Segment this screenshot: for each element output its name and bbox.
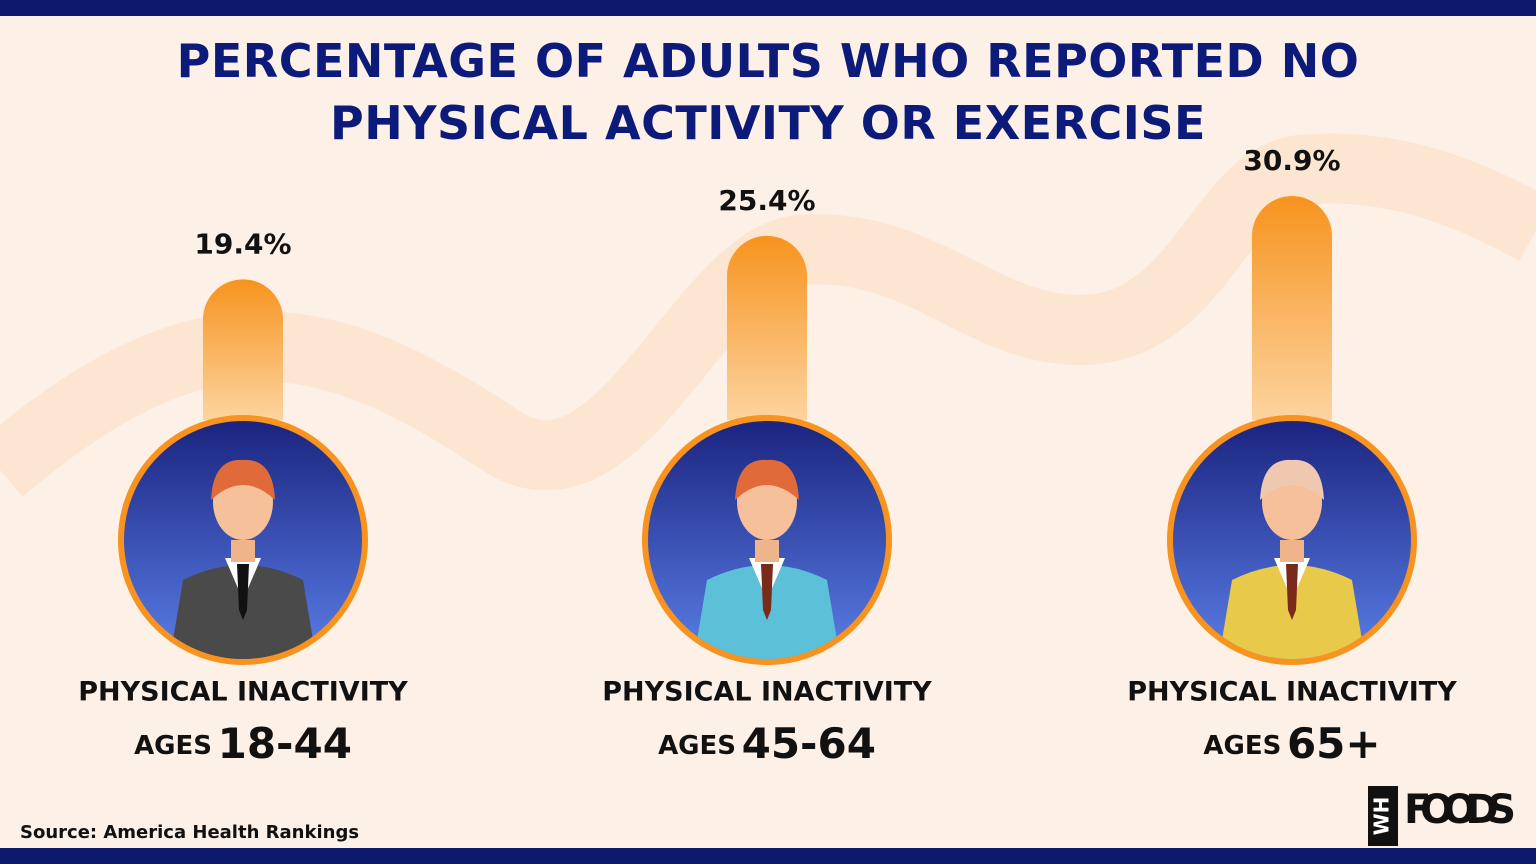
value-label: 19.4% <box>194 227 291 260</box>
category-label: AGES 18-44 <box>134 719 352 768</box>
bar <box>727 235 808 420</box>
category-prefix: AGES <box>134 731 212 761</box>
bar <box>1252 196 1332 420</box>
bar <box>203 279 283 420</box>
chart-title: PERCENTAGE OF ADULTS WHO REPORTED NO PHY… <box>176 34 1360 150</box>
person-illustration <box>168 459 318 659</box>
logo-mark: WH <box>1370 797 1394 836</box>
category-name: 18-44 <box>218 719 352 768</box>
person-tie <box>761 564 773 620</box>
top-band <box>0 0 1536 16</box>
category-prefix: AGES <box>1203 731 1281 761</box>
value-label: 30.9% <box>1243 144 1340 177</box>
category-name: 65+ <box>1287 719 1381 768</box>
person-neck <box>1280 540 1304 562</box>
source-note: Source: America Health Rankings <box>20 822 359 843</box>
logo-text: FOODS <box>1404 787 1516 833</box>
person-neck <box>231 540 255 562</box>
logo-block <box>1368 786 1398 846</box>
category-prefix: AGES <box>658 731 736 761</box>
person-tie <box>1286 564 1298 620</box>
person-hair <box>735 459 799 500</box>
person-hair <box>211 459 275 500</box>
person-hair <box>1260 459 1324 500</box>
person-illustration <box>692 459 842 659</box>
person-illustration <box>1217 459 1367 659</box>
person-tie <box>237 564 249 620</box>
category-name: 45-64 <box>742 719 876 768</box>
category-label: AGES 45-64 <box>658 719 876 768</box>
wave-decoration <box>0 133 1536 497</box>
value-label: 25.4% <box>718 184 815 217</box>
category-label: AGES 65+ <box>1203 719 1380 768</box>
category-heading: PHYSICAL INACTIVITY <box>602 677 932 708</box>
person-neck <box>755 540 779 562</box>
bottom-band <box>0 848 1536 864</box>
category-heading: PHYSICAL INACTIVITY <box>78 677 408 708</box>
category-heading: PHYSICAL INACTIVITY <box>1127 677 1457 708</box>
